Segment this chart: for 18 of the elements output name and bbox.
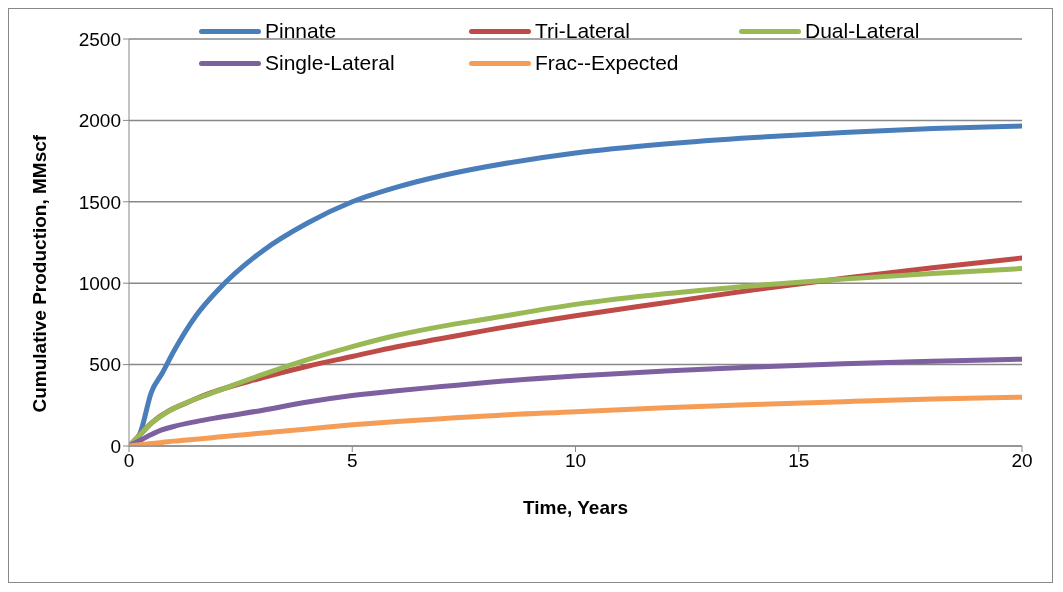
y-tick-label: 1500: [78, 191, 121, 213]
y-tick-label: 0: [110, 435, 121, 457]
legend-label: Pinnate: [265, 19, 337, 43]
x-tick-label: 0: [123, 450, 135, 472]
x-tick-label: 20: [1011, 450, 1033, 472]
y-tick-label: 2500: [78, 28, 121, 50]
x-tick-label: 15: [788, 450, 810, 472]
y-tick-label: 500: [89, 354, 121, 376]
x-axis-title: Time, Years: [523, 497, 628, 518]
y-tick-label: 1000: [78, 272, 121, 294]
y-tick-label: 2000: [78, 110, 121, 132]
x-tick-label: 10: [564, 450, 587, 472]
y-axis-title: Cumulative Production, MMscf: [28, 134, 50, 413]
legend-label: Single-Lateral: [265, 51, 395, 75]
legend-label: Dual-Lateral: [805, 19, 920, 43]
legend-label: Tri-Lateral: [535, 19, 630, 43]
x-tick-label: 5: [346, 450, 358, 472]
legend-label: Frac--Expected: [535, 51, 679, 75]
